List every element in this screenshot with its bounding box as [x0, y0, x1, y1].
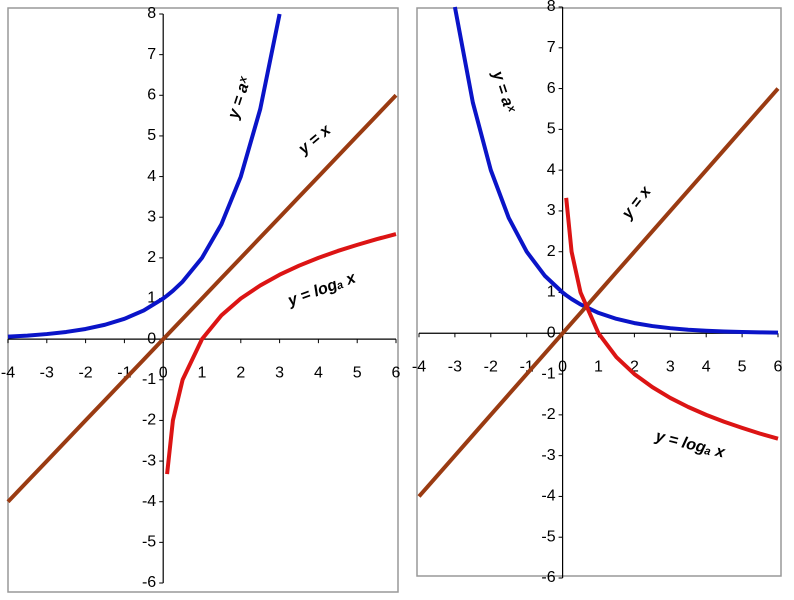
y-tick-label: -4 — [541, 488, 555, 505]
y-tick-label: 6 — [547, 80, 556, 97]
x-tick-label: -2 — [78, 364, 92, 381]
x-tick-label: -4 — [1, 364, 15, 381]
series-line — [564, 197, 779, 441]
y-tick-label: -6 — [541, 569, 555, 586]
x-tick-label: -3 — [448, 359, 462, 376]
x-tick-label: 4 — [702, 359, 711, 376]
x-tick-label: 3 — [666, 359, 675, 376]
plot-frame — [7, 7, 399, 593]
y-tick-label: 0 — [147, 330, 156, 347]
y-tick-label: 7 — [147, 46, 156, 63]
x-tick-label: 0 — [558, 359, 567, 376]
x-tick-label: 5 — [353, 364, 362, 381]
series-line — [165, 232, 397, 475]
x-tick-label: 6 — [774, 359, 783, 376]
y-tick-label: 4 — [547, 161, 556, 178]
y-tick-label: 3 — [147, 208, 156, 225]
y-tick-label: -3 — [541, 447, 555, 464]
x-tick-label: 2 — [630, 359, 639, 376]
y-tick-label: 5 — [147, 127, 156, 144]
y-tick-label: 0 — [547, 325, 556, 342]
series-line — [7, 13, 282, 339]
x-tick-label: 0 — [159, 364, 168, 381]
y-tick-label: 4 — [147, 168, 156, 185]
series-line — [452, 6, 779, 335]
y-tick-label: 6 — [147, 87, 156, 104]
plot-frame — [416, 7, 782, 577]
y-tick-label: -5 — [541, 528, 555, 545]
y-tick-label: 8 — [547, 0, 556, 15]
y-tick-label: -2 — [142, 412, 156, 429]
y-tick-label: 7 — [547, 39, 556, 56]
x-tick-label: 5 — [738, 359, 747, 376]
y-tick-label: 2 — [547, 243, 556, 260]
x-tick-label: 2 — [236, 364, 245, 381]
y-tick-label: 1 — [547, 284, 556, 301]
y-tick-label: -3 — [142, 452, 156, 469]
x-tick-label: -3 — [40, 364, 54, 381]
y-tick-label: 5 — [547, 121, 556, 138]
series-line — [417, 87, 780, 498]
y-tick-label: 1 — [147, 290, 156, 307]
y-tick-label: 8 — [147, 5, 156, 22]
y-tick-label: 3 — [547, 202, 556, 219]
y-tick-label: -5 — [142, 534, 156, 551]
y-tick-label: -1 — [142, 371, 156, 388]
y-tick-label: -2 — [541, 406, 555, 423]
x-tick-label: 1 — [594, 359, 603, 376]
x-tick-label: -2 — [484, 359, 498, 376]
x-tick-label: 6 — [392, 364, 401, 381]
x-tick-label: -4 — [412, 359, 426, 376]
x-tick-label: 3 — [275, 364, 284, 381]
x-tick-label: 4 — [314, 364, 323, 381]
y-tick-label: -6 — [142, 574, 156, 591]
series-line — [6, 93, 398, 504]
x-tick-label: 1 — [198, 364, 207, 381]
y-tick-label: -4 — [142, 493, 156, 510]
y-tick-label: -1 — [541, 365, 555, 382]
y-tick-label: 2 — [147, 249, 156, 266]
